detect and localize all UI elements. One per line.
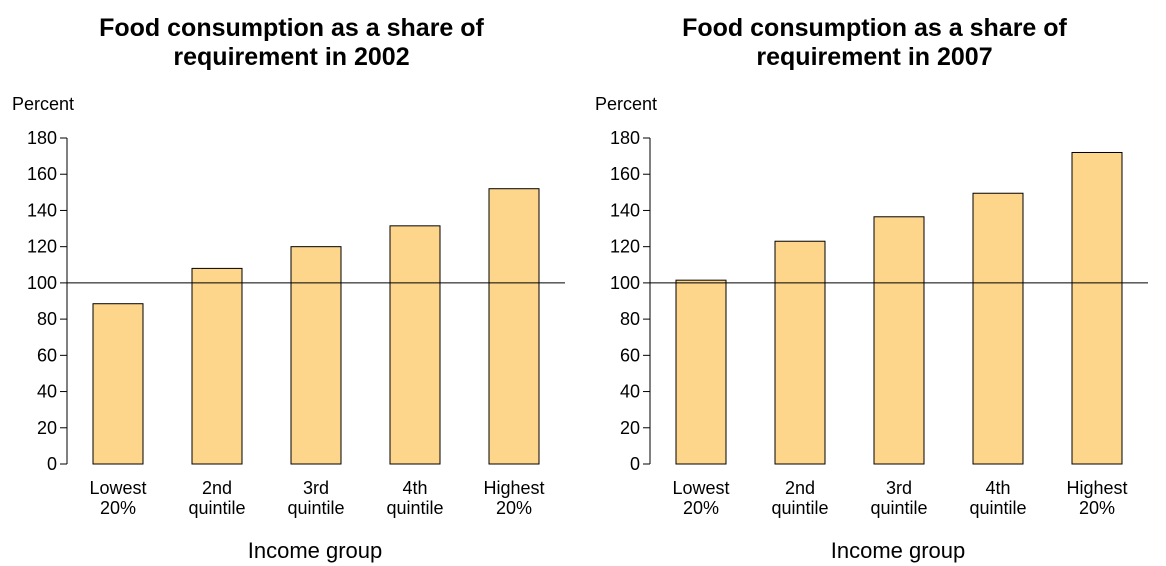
x-tick-label: Highest xyxy=(1066,478,1127,498)
y-axis-label: Percent xyxy=(12,94,74,114)
y-tick-label: 140 xyxy=(610,200,640,220)
chart-title-line-1: Food consumption as a share of xyxy=(99,14,484,42)
y-tick-label: 80 xyxy=(37,309,57,329)
y-tick-label: 60 xyxy=(620,345,640,365)
y-tick-label: 40 xyxy=(37,382,57,402)
x-tick-label: 20% xyxy=(496,498,532,518)
bar xyxy=(290,246,342,465)
x-tick-label: 3rd xyxy=(303,478,329,498)
chart-title-line-1: Food consumption as a share of xyxy=(682,14,1067,42)
y-tick-label: 0 xyxy=(630,454,640,474)
x-tick-label: 4th xyxy=(402,478,427,498)
bar xyxy=(873,216,925,465)
x-tick-label: quintile xyxy=(771,498,828,518)
bar xyxy=(1071,151,1123,465)
y-tick-label: 60 xyxy=(37,345,57,365)
chart-title-line-2: requirement in 2007 xyxy=(756,43,993,71)
y-tick-label: 120 xyxy=(610,237,640,257)
x-tick-label: Lowest xyxy=(672,478,729,498)
y-tick-label: 100 xyxy=(27,273,57,293)
bar-chart-2007: Percent020406080100120140160180Lowest20%… xyxy=(595,94,1148,563)
y-tick-label: 160 xyxy=(610,164,640,184)
bar xyxy=(675,279,727,465)
y-axis-label: Percent xyxy=(595,94,657,114)
x-axis-label: Income group xyxy=(831,538,966,563)
chart-title-line-2: requirement in 2002 xyxy=(173,43,410,71)
bar xyxy=(972,192,1024,465)
x-tick-label: 2nd xyxy=(785,478,815,498)
x-tick-label: quintile xyxy=(870,498,927,518)
x-tick-label: quintile xyxy=(287,498,344,518)
bar xyxy=(92,303,144,465)
bar-chart-2002: Percent020406080100120140160180Lowest20%… xyxy=(12,94,565,563)
x-axis-label: Income group xyxy=(248,538,383,563)
x-tick-label: quintile xyxy=(386,498,443,518)
bar xyxy=(774,240,826,465)
y-tick-label: 0 xyxy=(47,454,57,474)
chart-panel-2002: Food consumption as a share of requireme… xyxy=(0,14,583,563)
x-tick-label: 20% xyxy=(1079,498,1115,518)
bar xyxy=(488,188,540,465)
y-tick-label: 20 xyxy=(37,418,57,438)
chart-title: Food consumption as a share of requireme… xyxy=(0,14,583,72)
bar xyxy=(191,267,243,465)
y-tick-label: 100 xyxy=(610,273,640,293)
x-tick-label: 2nd xyxy=(202,478,232,498)
chart-panel-2007: Food consumption as a share of requireme… xyxy=(583,0,1166,566)
y-tick-label: 20 xyxy=(620,418,640,438)
y-tick-label: 180 xyxy=(610,128,640,148)
x-tick-label: quintile xyxy=(188,498,245,518)
y-tick-label: 80 xyxy=(620,309,640,329)
x-tick-label: quintile xyxy=(969,498,1026,518)
x-tick-label: 20% xyxy=(100,498,136,518)
y-tick-label: 140 xyxy=(27,200,57,220)
x-tick-label: 4th xyxy=(985,478,1010,498)
y-tick-label: 40 xyxy=(620,382,640,402)
x-tick-label: 20% xyxy=(683,498,719,518)
x-tick-label: 3rd xyxy=(886,478,912,498)
y-tick-label: 120 xyxy=(27,237,57,257)
y-tick-label: 180 xyxy=(27,128,57,148)
x-tick-label: Lowest xyxy=(89,478,146,498)
y-tick-label: 160 xyxy=(27,164,57,184)
chart-title: Food consumption as a share of requireme… xyxy=(583,14,1166,72)
x-tick-label: Highest xyxy=(483,478,544,498)
bar xyxy=(389,225,441,465)
